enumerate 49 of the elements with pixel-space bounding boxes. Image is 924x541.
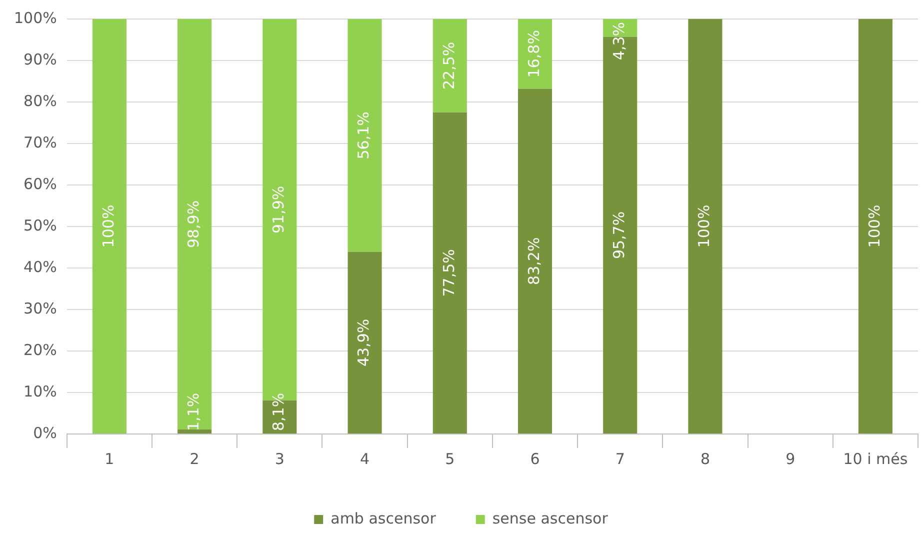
bar (178, 19, 212, 430)
bar (92, 19, 126, 434)
data-label: 83,2% (524, 237, 543, 285)
x-tick-label: 2 (190, 450, 200, 468)
bar (432, 112, 467, 434)
bar (348, 19, 382, 252)
bar (178, 429, 212, 434)
data-label: 98,9% (184, 200, 202, 248)
y-tick-label: 10% (24, 382, 57, 400)
legend-label: amb ascensor (330, 509, 437, 528)
y-tick-label: 30% (24, 299, 57, 318)
bar (858, 19, 892, 434)
bar (518, 19, 552, 89)
data-label: 22,5% (440, 42, 458, 90)
y-tick-label: 80% (24, 92, 57, 110)
data-label: 95,7% (610, 211, 628, 259)
bar (518, 88, 552, 434)
bar (432, 19, 467, 112)
bar (688, 19, 722, 434)
x-tick-label: 9 (786, 450, 796, 468)
y-tick-label: 0% (33, 424, 57, 442)
x-tick-label: 8 (700, 450, 710, 468)
data-label: 8,1% (270, 392, 288, 431)
bar (348, 252, 382, 434)
x-tick-label: 4 (360, 450, 370, 468)
data-label: 100% (865, 204, 884, 248)
legend-label: sense ascensor (492, 509, 609, 528)
x-tick-label: 1 (104, 450, 114, 468)
y-tick-label: 20% (24, 340, 57, 359)
x-tick-label: 10 i més (843, 450, 908, 468)
y-tick-label: 90% (24, 50, 57, 68)
y-tick-label: 60% (24, 174, 57, 193)
data-label: 4,3% (610, 22, 628, 60)
data-label: 16,8% (524, 30, 543, 78)
x-tick-label: 3 (274, 450, 284, 468)
data-label: 56,1% (354, 112, 373, 160)
data-label: 91,9% (270, 186, 288, 234)
y-tick-label: 100% (14, 8, 57, 27)
y-tick-label: 40% (24, 258, 57, 276)
y-tick-label: 70% (24, 133, 57, 152)
x-tick-label: 7 (615, 450, 625, 468)
data-label: 43,9% (354, 318, 373, 366)
data-label: 100% (695, 204, 714, 248)
x-tick-label: 6 (530, 450, 540, 468)
x-tick-label: 5 (445, 450, 455, 468)
data-label: 100% (99, 204, 118, 248)
y-tick-label: 50% (24, 216, 57, 234)
data-label: 1,1% (184, 392, 202, 431)
data-label: 77,5% (440, 249, 458, 297)
